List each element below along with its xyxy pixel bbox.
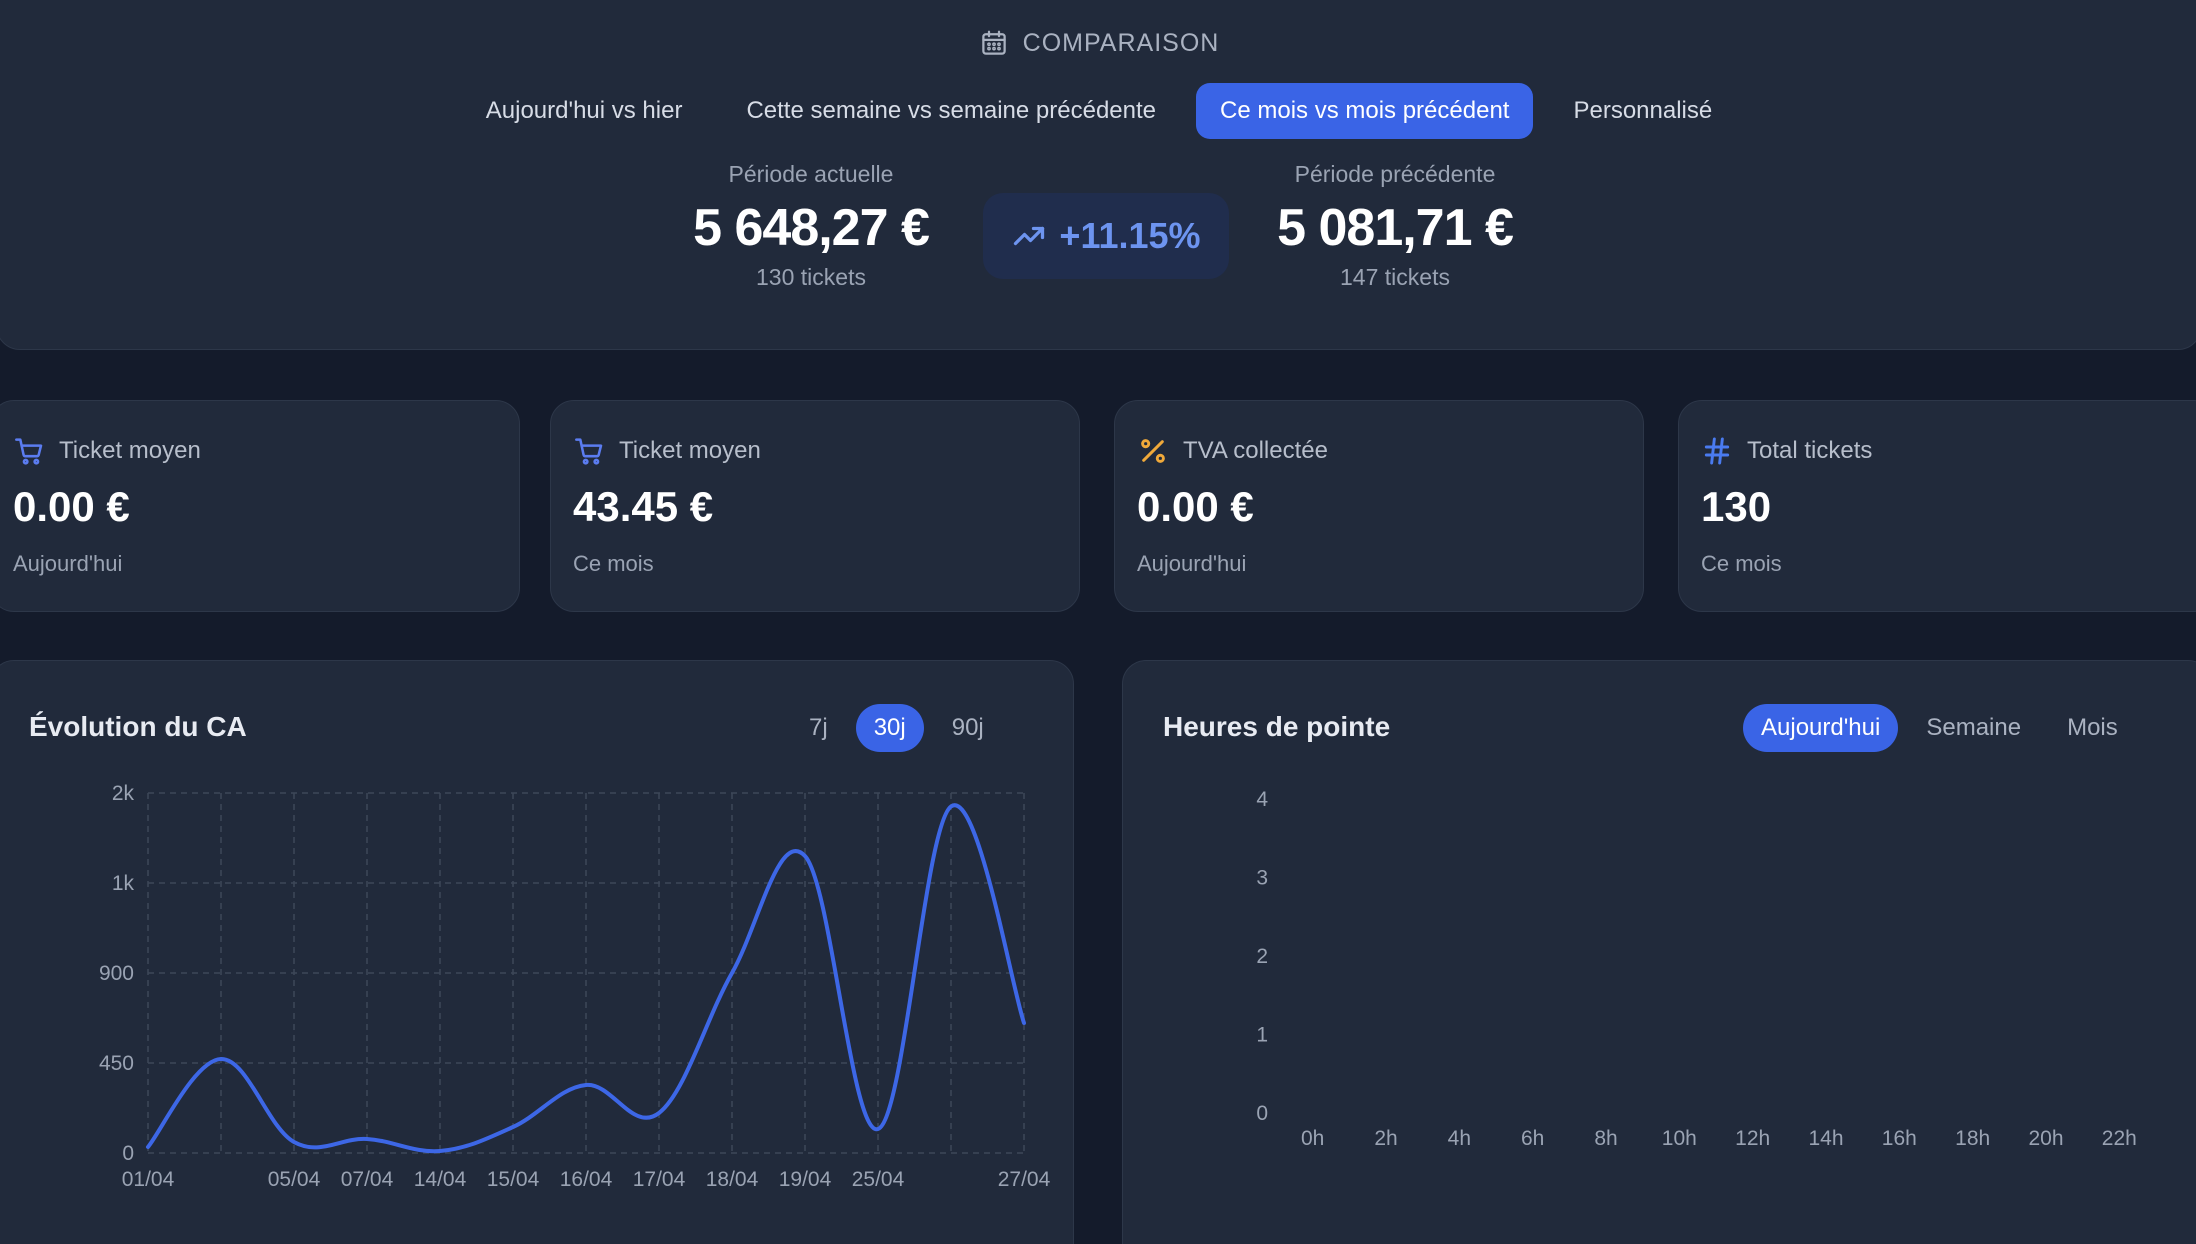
kpi-title: TVA collectée <box>1183 437 1328 464</box>
range-7d-button[interactable]: 7j <box>809 714 828 741</box>
x-tick-label: 19/04 <box>779 1168 832 1191</box>
y-tick-label: 3 <box>1256 867 1268 890</box>
x-tick-label: 18/04 <box>706 1168 759 1191</box>
delta-value: +11.15% <box>1059 215 1201 256</box>
kpi-card-head: Ticket moyen <box>13 435 201 467</box>
kpi-card-head: Total tickets <box>1701 435 1872 467</box>
x-tick-label: 27/04 <box>998 1168 1051 1191</box>
peak-range-selector: Aujourd'hui Semaine Mois <box>1743 703 2136 753</box>
kpi-subtitle: Ce mois <box>573 551 654 576</box>
x-tick-label: 22h <box>2102 1127 2137 1150</box>
revenue-line-chart: 0 450 900 1k 2k 01/04 05/04 07/04 14/04 15/04 16/0… <box>99 782 1051 1191</box>
kpi-title: Ticket moyen <box>59 437 201 464</box>
y-tick-label: 2k <box>112 782 135 805</box>
kpi-card-head: Ticket moyen <box>573 435 761 467</box>
x-tick-label: 4h <box>1448 1127 1471 1150</box>
y-tick-label: 0 <box>1256 1102 1268 1125</box>
kpi-subtitle: Aujourd'hui <box>13 551 123 576</box>
y-tick-label: 1 <box>1256 1024 1268 1047</box>
tab-today-vs-yesterday[interactable]: Aujourd'hui vs hier <box>485 97 683 124</box>
x-tick-label: 01/04 <box>122 1168 175 1191</box>
current-period-label: Période actuelle <box>728 161 894 187</box>
previous-period: Période précédente 5 081,71 € 147 ticket… <box>1235 161 1555 291</box>
percent-icon <box>1141 439 1165 463</box>
kpi-card-avg-ticket-month: Ticket moyen 43.45 € Ce mois <box>550 400 1080 612</box>
revenue-panel-title: Évolution du CA <box>29 711 247 742</box>
tab-custom[interactable]: Personnalisé <box>1573 97 1713 124</box>
x-tick-label: 18h <box>1955 1127 1990 1150</box>
y-tick-label: 0 <box>122 1142 134 1165</box>
tab-month-vs-previous-month[interactable]: Ce mois vs mois précédent <box>1196 83 1534 139</box>
kpi-subtitle: Aujourd'hui <box>1137 551 1247 576</box>
x-tick-label: 0h <box>1301 1127 1324 1150</box>
y-tick-label: 900 <box>99 962 134 985</box>
peak-panel-title: Heures de pointe <box>1163 711 1391 742</box>
x-tick-label: 10h <box>1662 1127 1697 1150</box>
kpi-title: Ticket moyen <box>619 437 761 464</box>
calendar-icon <box>981 30 1006 55</box>
y-tick-label: 450 <box>99 1052 134 1075</box>
kpi-card-avg-ticket-today: Ticket moyen 0.00 € Aujourd'hui <box>0 400 520 612</box>
kpi-value: 130 <box>1701 483 1772 530</box>
peak-range-month-button[interactable]: Mois <box>2067 714 2118 741</box>
previous-period-amount: 5 081,71 € <box>1277 199 1514 257</box>
x-tick-label: 07/04 <box>341 1168 394 1191</box>
kpi-title: Total tickets <box>1747 437 1873 464</box>
kpi-card-total-tickets: Total tickets 130 Ce mois <box>1678 400 2196 612</box>
revenue-evolution-panel: Évolution du CA 7j 30j 90j 0 450 900 1k 2k 01… <box>0 660 1074 1244</box>
range-30d-button[interactable]: 30j <box>855 704 924 752</box>
comparison-panel: COMPARAISON Aujourd'hui vs hier Cette se… <box>0 0 2196 350</box>
x-tick-label: 05/04 <box>268 1168 321 1191</box>
x-tick-label: 14h <box>1808 1127 1843 1150</box>
peak-range-week-button[interactable]: Semaine <box>1926 714 2022 741</box>
peak-hours-panel: Heures de pointe Aujourd'hui Semaine Moi… <box>1122 660 2196 1244</box>
comparison-tabs: Aujourd'hui vs hier Cette semaine vs sem… <box>0 83 2196 139</box>
kpi-card-head: TVA collectée <box>1137 435 1328 467</box>
revenue-series-line <box>146 803 1026 1154</box>
comparison-header: COMPARAISON <box>0 23 2196 63</box>
tab-week-vs-previous-week[interactable]: Cette semaine vs semaine précédente <box>746 97 1157 124</box>
peak-hours-bar-chart: 0 1 2 3 4 0h 2h 4h 6h 8h 10h 12h 14h 16h 18h 20h 22h <box>1256 788 2137 1150</box>
x-tick-label: 25/04 <box>852 1168 905 1191</box>
x-tick-label: 15/04 <box>487 1168 540 1191</box>
current-period: Période actuelle 5 648,27 € 130 tickets <box>651 161 971 291</box>
kpi-subtitle: Ce mois <box>1701 551 1782 576</box>
x-tick-label: 2h <box>1374 1127 1397 1150</box>
current-period-tickets: 130 tickets <box>756 264 866 290</box>
kpi-card-vat-collected: TVA collectée 0.00 € Aujourd'hui <box>1114 400 1644 612</box>
x-tick-label: 6h <box>1521 1127 1544 1150</box>
kpi-value: 0.00 € <box>13 483 130 530</box>
x-tick-label: 12h <box>1735 1127 1770 1150</box>
trending-up-icon <box>1014 226 1045 246</box>
previous-period-tickets: 147 tickets <box>1340 264 1450 290</box>
kpi-value: 43.45 € <box>573 483 714 530</box>
comparison-title: COMPARAISON <box>1022 28 1220 57</box>
cart-icon <box>15 438 43 465</box>
hash-icon <box>1704 437 1730 465</box>
range-90d-button[interactable]: 90j <box>951 714 984 741</box>
y-tick-label: 4 <box>1256 788 1268 811</box>
x-tick-label: 20h <box>2028 1127 2063 1150</box>
peak-range-today-button[interactable]: Aujourd'hui <box>1743 704 1899 752</box>
x-tick-label: 16/04 <box>560 1168 613 1191</box>
revenue-range-selector: 7j 30j 90j <box>791 703 1002 753</box>
x-tick-label: 16h <box>1882 1127 1917 1150</box>
x-tick-label: 8h <box>1594 1127 1617 1150</box>
cart-icon <box>575 438 603 465</box>
delta-badge: +11.15% <box>983 193 1229 279</box>
y-tick-label: 1k <box>112 872 135 895</box>
kpi-value: 0.00 € <box>1137 483 1254 530</box>
previous-period-label: Période précédente <box>1294 161 1496 187</box>
y-tick-label: 2 <box>1256 945 1268 968</box>
x-tick-label: 14/04 <box>414 1168 467 1191</box>
current-period-amount: 5 648,27 € <box>693 199 930 257</box>
x-tick-label: 17/04 <box>633 1168 686 1191</box>
